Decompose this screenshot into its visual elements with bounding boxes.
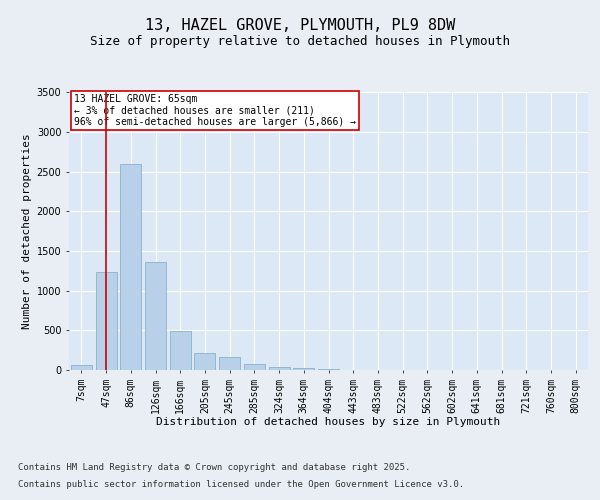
Bar	[269, 367, 290, 370]
Text: Contains HM Land Registry data © Crown copyright and database right 2025.: Contains HM Land Registry data © Crown c…	[18, 464, 410, 472]
Bar	[95, 272, 116, 370]
Text: 13 HAZEL GROVE: 65sqm
← 3% of detached houses are smaller (211)
96% of semi-deta: 13 HAZEL GROVE: 65sqm ← 3% of detached h…	[74, 94, 356, 127]
Bar	[194, 354, 215, 370]
Text: Contains public sector information licensed under the Open Government Licence v3: Contains public sector information licen…	[18, 480, 464, 489]
Text: 13, HAZEL GROVE, PLYMOUTH, PL9 8DW: 13, HAZEL GROVE, PLYMOUTH, PL9 8DW	[145, 18, 455, 32]
Bar	[120, 164, 141, 370]
Bar	[318, 369, 339, 370]
Bar	[219, 358, 240, 370]
Y-axis label: Number of detached properties: Number of detached properties	[22, 134, 32, 329]
Bar	[71, 365, 92, 370]
Text: Size of property relative to detached houses in Plymouth: Size of property relative to detached ho…	[90, 35, 510, 48]
Bar	[170, 331, 191, 370]
Bar	[145, 262, 166, 370]
X-axis label: Distribution of detached houses by size in Plymouth: Distribution of detached houses by size …	[157, 417, 500, 427]
Bar	[244, 364, 265, 370]
Bar	[293, 368, 314, 370]
